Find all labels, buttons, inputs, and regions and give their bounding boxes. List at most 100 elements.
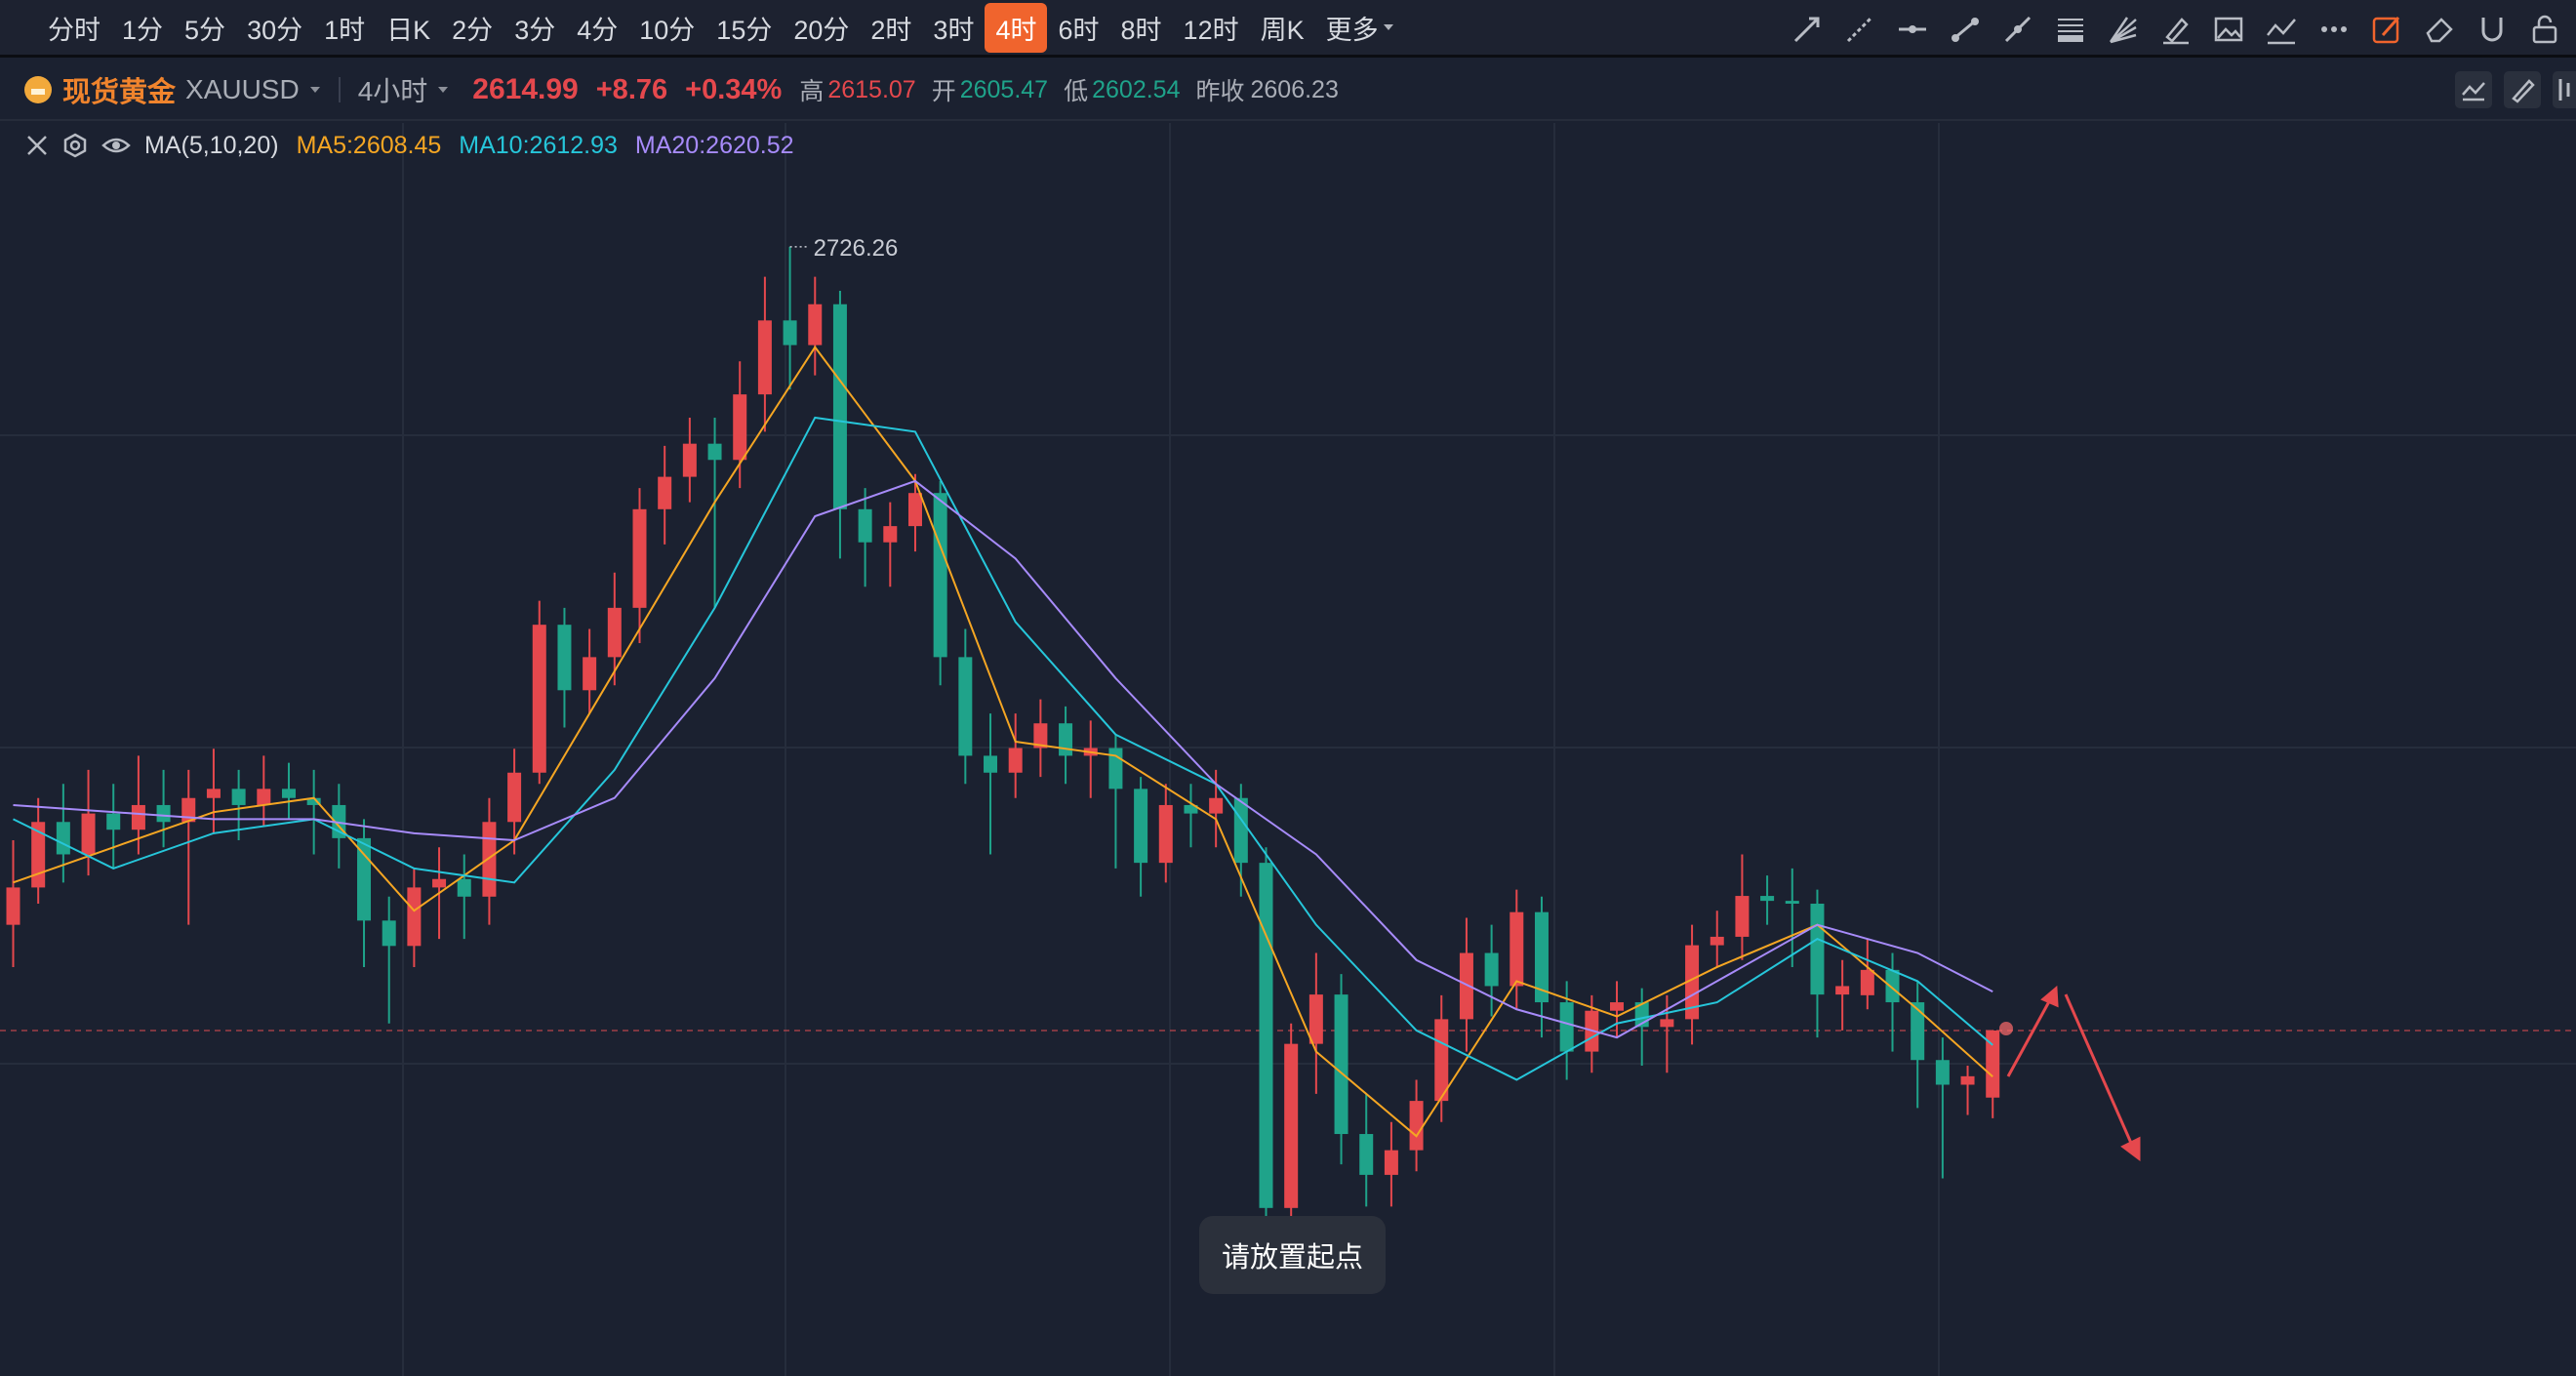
candle-body [1885,969,1900,1003]
control-button[interactable] [2553,71,2576,108]
tool-pattern[interactable] [2264,12,2299,47]
candle-body [607,607,622,658]
candle-body [1935,1060,1950,1085]
caret [1383,24,1393,30]
drawing-arrows [1999,985,2141,1161]
period-button[interactable]: 4时 [985,2,1048,53]
tool-trend[interactable] [2000,12,2035,47]
legend: MA5:2608.45 MA10:2612.93 MA20:2620.52 [297,132,794,160]
candle-body [1735,896,1750,937]
settings-icon[interactable] [62,133,88,158]
more-label: 更多 [1325,15,1379,45]
period-button[interactable]: 周K [1260,15,1305,45]
stat-label: 低 [1064,78,1089,105]
drawing-tools [1790,0,2562,58]
period-button[interactable]: 30分 [247,15,303,45]
period-button[interactable]: 3时 [933,15,975,45]
candle-body [457,878,471,897]
period-list: 分时 1分 5分 30分 1时 日K 2分 3分 4分 10分 15分 20分 2时 3时 4时 6时 8时 12… [37,2,1315,53]
candle-body [1960,1075,1975,1085]
tool-ray[interactable] [1790,12,1825,47]
candle-body [1559,1002,1574,1052]
tooltip-text: 请放置起点 [1221,1242,1363,1274]
period-button[interactable]: 1分 [122,15,164,45]
candle-body [181,797,196,823]
period-button[interactable]: 3分 [514,15,556,45]
candle-body [1158,804,1173,864]
candle-body [1334,994,1348,1135]
period-button[interactable]: 4分 [577,15,619,45]
candle-body [632,508,647,608]
candle-body [532,625,546,773]
stat-value: 2602.54 [1092,75,1181,103]
period-button[interactable]: 12时 [1183,15,1239,45]
tool-image[interactable] [2211,12,2246,47]
candle-body [6,887,20,925]
period-button[interactable]: 日K [386,15,431,45]
candle-body [1685,945,1700,1020]
candle-body [1384,1150,1398,1175]
period-button[interactable]: 2时 [870,15,912,45]
candle-body [1409,1101,1424,1151]
candle-body [958,657,973,756]
stat-label: 昨收 [1195,78,1245,105]
candle-body [1359,1134,1374,1175]
candle-body [1233,797,1248,864]
candle-body [231,789,246,805]
period-button[interactable]: 2分 [452,15,494,45]
tool-segment[interactable] [1948,12,1983,47]
candle-body [1785,901,1799,905]
tool-draw-mode[interactable] [2369,12,2404,47]
tool-brush[interactable] [2158,12,2194,47]
control-button[interactable] [2455,71,2492,108]
peak-label: 2726.26 [814,235,899,262]
symbol-bar: 现货黄金 XAUUSD 4小时 2614.99 +8.76 +0.34% 高 2… [0,61,2576,121]
period-button[interactable]: 6时 [1058,15,1100,45]
candle-body [1760,896,1775,902]
candle-body [733,394,747,461]
indicator-bar: MA(5,10,20) MA5:2608.45 MA10:2612.93 MA20:… [0,123,2576,168]
interval[interactable]: 4小时 [357,76,428,106]
symbol-code[interactable]: XAUUSD [185,74,300,104]
candle-body [1059,723,1073,756]
control-button[interactable] [2504,71,2541,108]
period-button[interactable]: 15分 [716,15,773,45]
candle-body [1986,1031,2000,1098]
tool-eraser[interactable] [2422,12,2457,47]
stat-value: 2606.23 [1250,75,1339,103]
tool-more[interactable] [2316,12,2352,47]
candle-body [907,493,922,527]
period-button[interactable]: 1时 [324,15,366,45]
tool-magnet[interactable] [2475,12,2510,47]
price-change: +8.76 [595,73,668,105]
visibility-icon[interactable] [101,134,131,157]
tooltip: 请放置起点 [1199,1216,1386,1294]
last-price: 2614.99 [472,73,579,105]
candle-body [1835,986,1850,995]
candle-body [382,920,396,947]
arrow-head [2120,1136,2141,1161]
tool-extended-line[interactable] [1842,12,1877,47]
candle-body [482,822,497,897]
anchor-dot [1999,1022,2013,1035]
period-button[interactable]: 分时 [48,15,101,45]
stat-value: 2605.47 [959,75,1049,103]
candle-body [1008,748,1023,773]
tool-fan[interactable] [2106,12,2141,47]
more-button[interactable]: 更多 [1315,3,1405,53]
period-button[interactable]: 10分 [639,15,696,45]
tool-horizontal-line[interactable] [1895,12,1930,47]
candle-body [1284,1043,1299,1208]
close-icon[interactable] [25,134,49,157]
candle-body [832,304,847,509]
caret [438,87,449,93]
period-button[interactable]: 8时 [1120,15,1162,45]
tool-lock[interactable] [2527,12,2562,47]
period-button[interactable]: 5分 [184,15,226,45]
period-button[interactable]: 20分 [793,15,850,45]
tool-fibonacci[interactable] [2053,12,2088,47]
stat-value: 2615.07 [827,75,916,103]
candle-body [1184,804,1198,814]
ma-line [13,416,1993,1081]
